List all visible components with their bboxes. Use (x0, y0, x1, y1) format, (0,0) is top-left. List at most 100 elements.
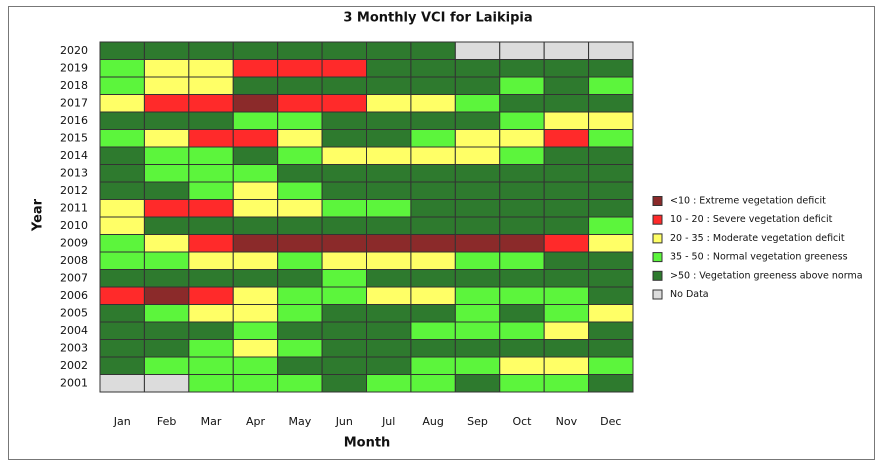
heatmap-cell (454, 41, 501, 60)
heatmap-cell (588, 94, 634, 113)
heatmap-cell (277, 251, 323, 270)
heatmap-cell (232, 234, 279, 253)
heatmap-cell (410, 59, 456, 78)
heatmap-cell (366, 41, 412, 60)
heatmap-cell (321, 374, 368, 393)
heatmap-cell (232, 111, 279, 130)
heatmap-cell (321, 146, 368, 165)
heatmap-cell (277, 339, 323, 358)
heatmap-cell (499, 199, 545, 218)
heatmap-cell (321, 269, 368, 288)
heatmap-cell (499, 234, 545, 253)
heatmap-cell (321, 59, 368, 78)
heatmap-cell (543, 234, 590, 253)
heatmap-cell (188, 164, 234, 183)
heatmap-cell (143, 216, 190, 235)
heatmap-cell (277, 199, 323, 218)
heatmap-cell (543, 181, 590, 200)
heatmap-cell (543, 146, 590, 165)
heatmap-cell (99, 356, 145, 375)
heatmap-cell (143, 129, 190, 148)
heatmap-cell (277, 41, 323, 60)
heatmap-cell (143, 339, 190, 358)
heatmap-cell (410, 356, 456, 375)
heatmap-cell (366, 321, 412, 340)
heatmap-cell (277, 146, 323, 165)
heatmap-cell (454, 269, 501, 288)
heatmap-cell (499, 111, 545, 130)
heatmap-cell (321, 304, 368, 323)
heatmap-cell (143, 94, 190, 113)
heatmap-cell (232, 41, 279, 60)
heatmap-cell (277, 59, 323, 78)
y-tick-label: 2016 (60, 114, 88, 127)
heatmap-cell (410, 164, 456, 183)
heatmap-cell (588, 181, 634, 200)
heatmap-cell (232, 339, 279, 358)
heatmap-cell (410, 234, 456, 253)
heatmap-cell (366, 181, 412, 200)
heatmap-cell (99, 59, 145, 78)
y-tick-label: 2006 (60, 289, 88, 302)
legend-label: 10 - 20 : Severe vegetation deficit (670, 214, 833, 225)
heatmap-cell (321, 94, 368, 113)
heatmap-cell (454, 111, 501, 130)
heatmap-cell (588, 234, 634, 253)
heatmap-cell (232, 199, 279, 218)
heatmap-cell (454, 251, 501, 270)
heatmap-cell (454, 164, 501, 183)
heatmap-cell (499, 146, 545, 165)
heatmap-cell (188, 41, 234, 60)
heatmap-cell (454, 374, 501, 393)
heatmap-cell (499, 94, 545, 113)
heatmap-cell (321, 234, 368, 253)
heatmap-cell (143, 199, 190, 218)
heatmap-cell (277, 164, 323, 183)
heatmap-cell (188, 374, 234, 393)
legend-label: 20 - 35 : Moderate vegetation deficit (670, 233, 845, 244)
heatmap-cell (366, 164, 412, 183)
heatmap-cell (277, 76, 323, 95)
heatmap-cell (366, 111, 412, 130)
heatmap-cell (588, 41, 634, 60)
heatmap-cell (543, 251, 590, 270)
heatmap-cell (99, 199, 145, 218)
heatmap-cell (99, 286, 145, 305)
legend-label: <10 : Extreme vegetation deficit (670, 196, 826, 207)
heatmap-cell (232, 251, 279, 270)
heatmap-cell (410, 216, 456, 235)
x-tick-label: Dec (600, 415, 621, 428)
legend-label: No Data (670, 289, 709, 300)
heatmap-cell (232, 76, 279, 95)
heatmap-cell (188, 111, 234, 130)
y-tick-label: 2003 (60, 341, 88, 354)
heatmap-cell (232, 181, 279, 200)
y-tick-label: 2005 (60, 306, 88, 319)
heatmap-cell (143, 321, 190, 340)
heatmap-cell (143, 76, 190, 95)
heatmap-cell (366, 129, 412, 148)
heatmap-cell (277, 181, 323, 200)
heatmap-cell (321, 111, 368, 130)
heatmap-cell (499, 129, 545, 148)
heatmap-cell (321, 199, 368, 218)
heatmap-cell (588, 304, 634, 323)
heatmap-cell (499, 216, 545, 235)
heatmap-cell (143, 251, 190, 270)
heatmap-cell (99, 234, 145, 253)
heatmap-cell (188, 286, 234, 305)
heatmap-cell (277, 111, 323, 130)
legend-swatch (652, 252, 663, 263)
heatmap-cell (188, 59, 234, 78)
heatmap-cell (543, 94, 590, 113)
heatmap-cell (277, 129, 323, 148)
heatmap-cell (99, 304, 145, 323)
heatmap-cell (454, 356, 501, 375)
x-tick-label: Jul (381, 415, 395, 428)
heatmap-cell (454, 181, 501, 200)
heatmap-cell (99, 94, 145, 113)
heatmap-cell (366, 94, 412, 113)
heatmap-cell (321, 216, 368, 235)
heatmap-cell (410, 181, 456, 200)
